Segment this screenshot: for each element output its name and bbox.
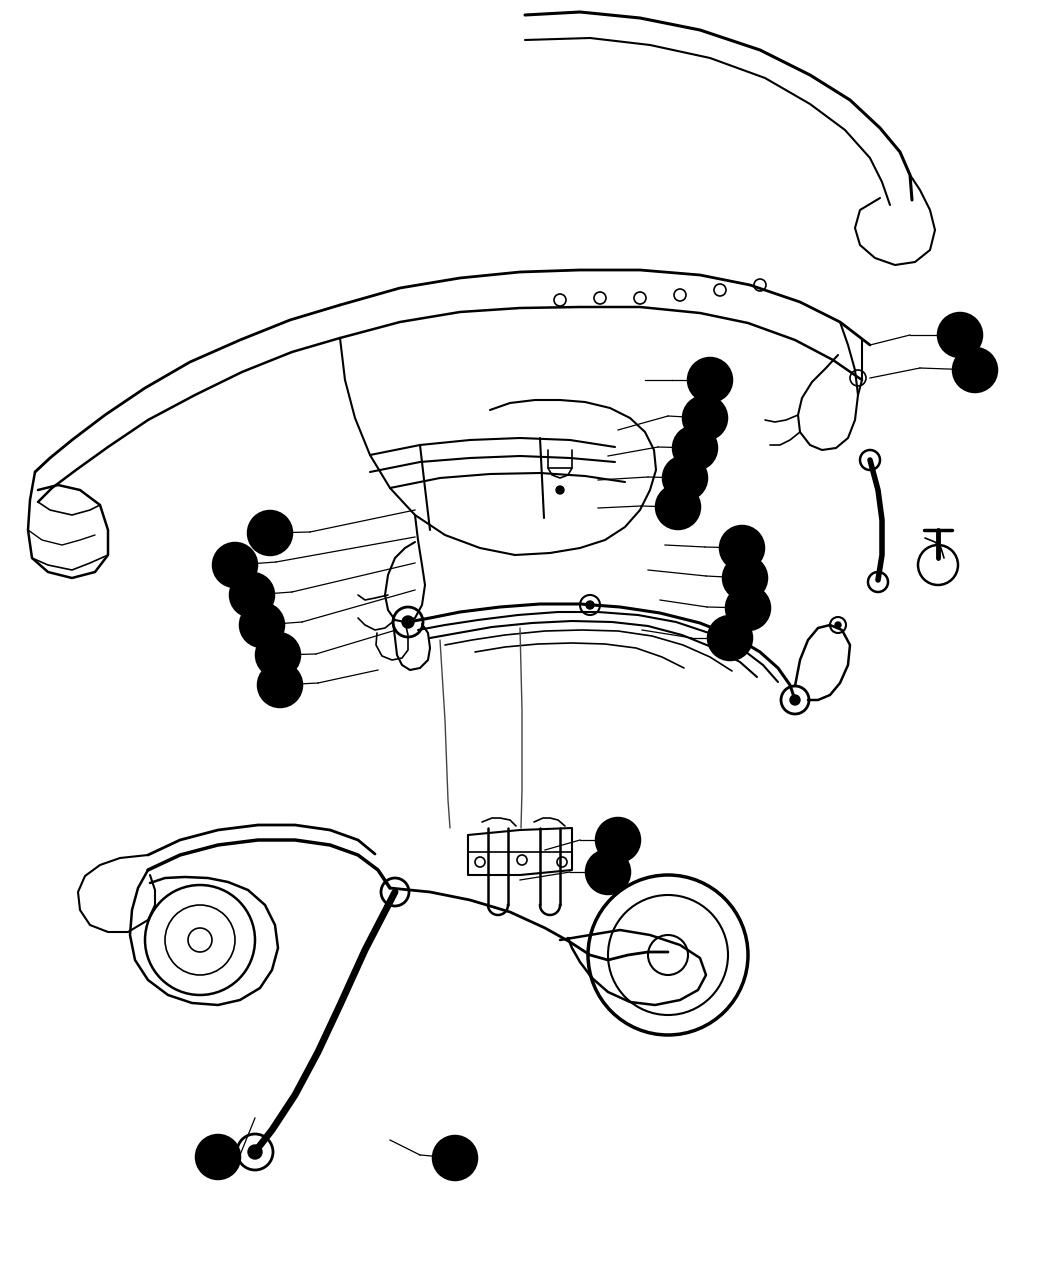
Circle shape [682, 397, 727, 440]
Circle shape [196, 1135, 240, 1179]
Circle shape [556, 486, 564, 493]
Circle shape [673, 426, 717, 470]
Text: 2: 2 [969, 361, 981, 379]
Circle shape [256, 632, 300, 677]
Text: 9: 9 [739, 569, 751, 586]
Text: 15: 15 [267, 646, 290, 664]
Text: 1: 1 [256, 616, 268, 634]
Circle shape [596, 819, 640, 862]
Circle shape [433, 1136, 477, 1179]
Text: 2: 2 [742, 599, 754, 617]
Circle shape [790, 695, 800, 705]
Circle shape [953, 348, 997, 391]
Text: 4: 4 [699, 409, 711, 427]
Circle shape [586, 850, 630, 894]
Text: 16: 16 [240, 586, 264, 604]
Circle shape [240, 603, 284, 646]
Circle shape [248, 511, 292, 555]
Circle shape [656, 484, 700, 529]
Circle shape [258, 663, 302, 708]
Circle shape [688, 358, 732, 402]
Circle shape [248, 1145, 262, 1159]
Circle shape [720, 527, 764, 570]
Circle shape [586, 601, 594, 609]
Text: 5: 5 [689, 439, 700, 456]
Text: 17: 17 [258, 524, 281, 542]
Circle shape [723, 556, 766, 601]
Text: 8: 8 [736, 539, 748, 557]
Circle shape [938, 312, 982, 357]
Text: 12: 12 [443, 1149, 466, 1167]
Text: 1: 1 [954, 326, 966, 344]
Text: 3: 3 [705, 371, 716, 389]
Text: 14: 14 [269, 676, 292, 694]
Text: 2: 2 [229, 556, 240, 574]
Circle shape [835, 622, 841, 629]
Text: 7: 7 [672, 499, 684, 516]
Circle shape [708, 616, 752, 660]
Text: 10: 10 [718, 629, 741, 646]
Circle shape [663, 456, 707, 500]
Circle shape [726, 586, 770, 630]
Text: 3: 3 [603, 863, 614, 881]
Circle shape [402, 616, 414, 629]
Circle shape [230, 572, 274, 617]
Circle shape [213, 543, 257, 586]
Text: 11: 11 [607, 831, 630, 849]
Text: 6: 6 [679, 469, 691, 487]
Text: 13: 13 [207, 1148, 230, 1167]
